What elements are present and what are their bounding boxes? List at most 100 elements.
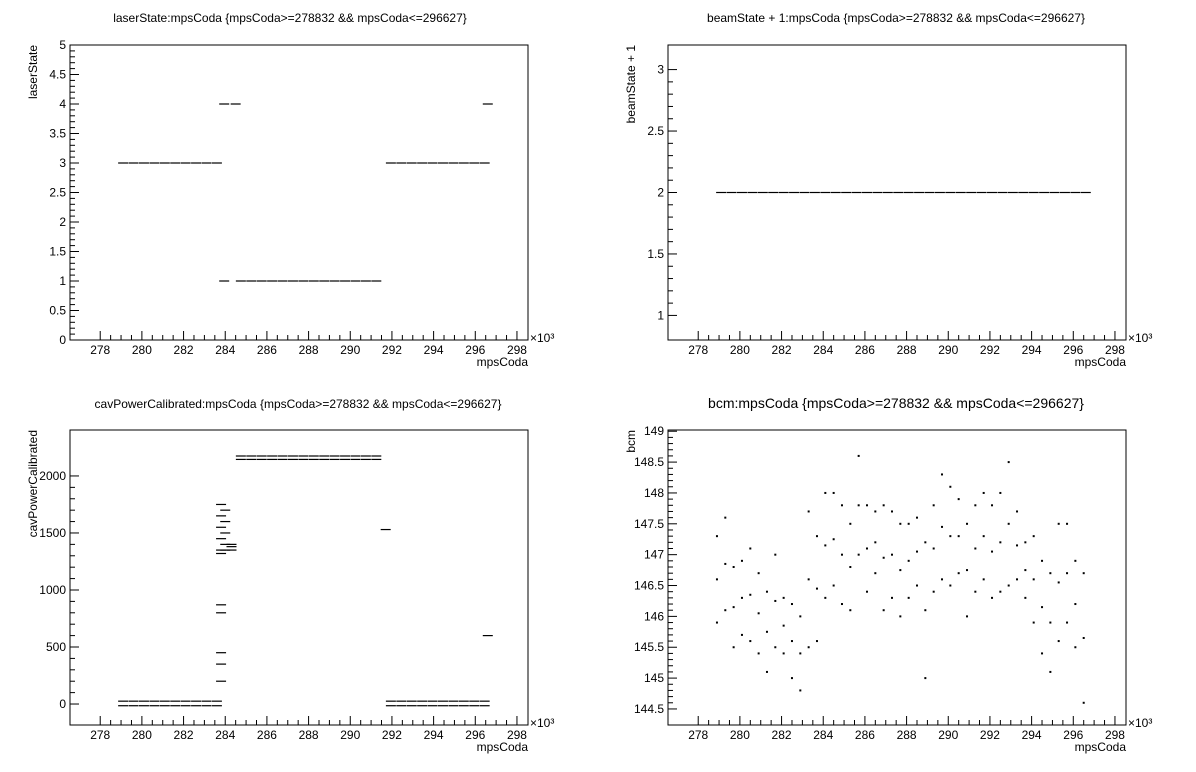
point — [815, 640, 818, 643]
y-tick-label: 4.5 — [49, 68, 66, 82]
point — [469, 162, 480, 164]
x-tick-label: 278 — [688, 343, 708, 357]
point — [360, 458, 371, 461]
point — [1032, 535, 1035, 538]
point — [749, 547, 752, 550]
point — [982, 491, 985, 494]
point — [824, 544, 827, 547]
x-tick-label: 280 — [730, 343, 750, 357]
point — [220, 520, 231, 523]
point — [820, 191, 831, 194]
y-tick-label: 1 — [59, 274, 66, 288]
point — [118, 162, 129, 164]
x-axis-title: mpsCoda — [1075, 740, 1127, 754]
point — [807, 510, 810, 513]
point — [774, 599, 777, 602]
point — [406, 705, 417, 707]
point — [924, 191, 935, 194]
point — [840, 603, 843, 606]
point — [1007, 584, 1010, 587]
x-tick-label: 280 — [730, 728, 750, 742]
point — [287, 280, 298, 282]
point — [1024, 596, 1027, 599]
point — [849, 566, 852, 569]
x-tick-label: 290 — [938, 728, 958, 742]
point — [216, 612, 227, 614]
y-tick-label: 147 — [644, 548, 664, 562]
x-tick-label: 282 — [772, 728, 792, 742]
point — [824, 491, 827, 494]
point — [1049, 572, 1052, 575]
x-tick-label: 284 — [215, 343, 235, 357]
point — [180, 700, 191, 702]
point — [932, 547, 935, 550]
x-tick-label: 282 — [174, 343, 194, 357]
point — [469, 705, 480, 707]
y-tick-label: 146.5 — [634, 579, 664, 593]
point — [1024, 541, 1027, 544]
point — [899, 615, 902, 618]
y-tick-label: 1 — [657, 308, 664, 322]
point — [385, 705, 396, 707]
x-tick-label: 296 — [1063, 728, 1083, 742]
point — [832, 584, 835, 587]
y-tick-label: 3 — [59, 156, 66, 170]
point — [226, 546, 237, 548]
point — [765, 630, 768, 633]
point — [437, 705, 448, 707]
point — [882, 556, 885, 559]
point — [458, 705, 469, 707]
point — [1074, 646, 1077, 649]
point — [941, 473, 944, 476]
x-tick-label: 292 — [980, 343, 1000, 357]
y-tick-label: 146 — [644, 609, 664, 623]
point — [790, 640, 793, 643]
x-tick-label: 288 — [299, 728, 319, 742]
point — [482, 103, 493, 105]
point — [216, 503, 227, 506]
point — [874, 510, 877, 513]
point — [329, 458, 340, 461]
point — [118, 700, 129, 702]
point — [277, 280, 288, 282]
point — [308, 455, 319, 457]
point — [982, 578, 985, 581]
point — [226, 549, 237, 551]
point — [1074, 603, 1077, 606]
point — [138, 705, 149, 707]
point — [916, 584, 919, 587]
point — [932, 590, 935, 593]
point — [732, 606, 735, 609]
point — [1082, 701, 1085, 704]
x-tick-label: 298 — [507, 728, 527, 742]
point — [949, 485, 952, 488]
point — [740, 559, 743, 562]
point — [1049, 670, 1052, 673]
point — [246, 280, 257, 282]
point — [974, 504, 977, 507]
point — [308, 458, 319, 461]
point — [949, 535, 952, 538]
point — [757, 612, 760, 615]
point — [417, 162, 428, 164]
point — [170, 162, 181, 164]
point — [782, 652, 785, 655]
point — [861, 191, 872, 194]
point — [830, 191, 841, 194]
y-tick-label: 0 — [59, 333, 66, 347]
point — [235, 458, 246, 461]
point — [1016, 578, 1019, 581]
point — [991, 596, 994, 599]
point — [1016, 544, 1019, 547]
point — [974, 547, 977, 550]
point — [999, 590, 1002, 593]
point — [1028, 191, 1039, 194]
point — [882, 504, 885, 507]
point — [138, 162, 149, 164]
point — [799, 191, 810, 194]
y-tick-label: 148.5 — [634, 455, 664, 469]
point — [982, 535, 985, 538]
y-tick-label: 0 — [59, 697, 66, 711]
point — [1041, 652, 1044, 655]
